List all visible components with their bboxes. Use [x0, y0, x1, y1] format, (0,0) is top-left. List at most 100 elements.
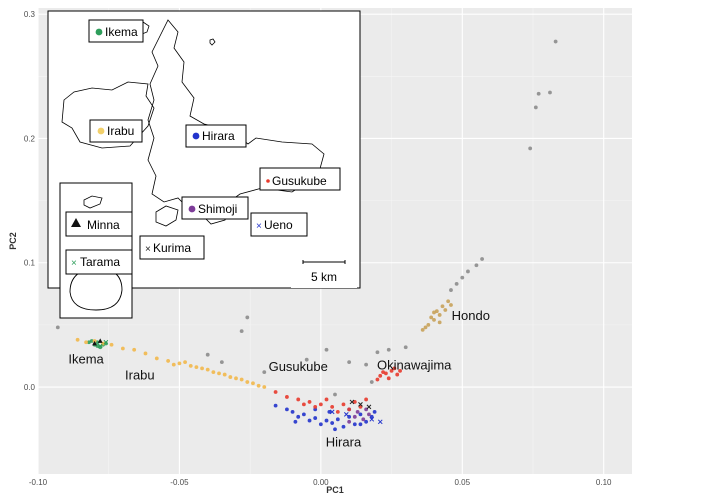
data-points [55, 39, 558, 432]
point-shimoji [352, 414, 357, 419]
point-other [347, 360, 352, 365]
point-kurima [349, 399, 355, 405]
point-hirara [352, 422, 357, 427]
point-gusukube [313, 404, 318, 409]
point-hondo [449, 303, 453, 307]
point-irabu [262, 385, 267, 389]
point-gusukube [330, 404, 335, 409]
point-other [364, 362, 369, 367]
point-gusukube [381, 370, 385, 375]
point-tarama [103, 339, 109, 345]
point-hirara [296, 414, 301, 419]
point-ueno [343, 411, 349, 417]
tick-labels: -0.10 -0.05 0.00 0.05 0.10 0.0 0.1 0.2 0.3 [24, 10, 612, 487]
map-label-ueno: × Ueno [250, 212, 308, 237]
point-other [324, 347, 329, 352]
y-tick-label: 0.2 [24, 134, 36, 143]
point-hirara [330, 421, 335, 425]
point-irabu [183, 360, 187, 365]
y-tick-label: 0.3 [24, 10, 36, 19]
scale-bar: 5 km [291, 258, 357, 288]
point-gusukube [375, 377, 380, 382]
point-hirara [358, 412, 363, 417]
point-irabu [84, 340, 88, 345]
point-hirara [293, 419, 298, 424]
point-shimoji [347, 419, 352, 424]
point-hirara [372, 409, 377, 414]
x-axis-title: PC1 [326, 485, 344, 495]
point-hirara [318, 422, 323, 427]
point-other [262, 370, 267, 375]
point-hirara [341, 424, 346, 429]
point-other [528, 146, 533, 151]
ikema-marker-icon [95, 28, 103, 36]
point-shimoji [361, 417, 366, 422]
point-minna [97, 338, 103, 343]
region-label-gusukube: Gusukube [269, 359, 328, 374]
kurima-marker-icon: × [145, 244, 151, 255]
point-other [369, 380, 374, 384]
point-ikema [95, 340, 100, 345]
point-tarama [97, 343, 103, 349]
svg-text:Ikema: Ikema [105, 25, 138, 39]
point-other [466, 269, 470, 274]
region-label-okinawajima: Okinawajima [377, 358, 452, 373]
irabu-marker-icon [97, 127, 105, 135]
point-gusukube [398, 368, 402, 373]
map-label-gusukube: Gusukube [259, 167, 341, 191]
point-hirara [313, 416, 318, 420]
point-gusukube [352, 400, 357, 404]
point-gusukube [384, 371, 388, 376]
svg-text:Irabu: Irabu [107, 124, 134, 138]
hirara-marker-icon [192, 132, 200, 140]
region-label-ikema: Ikema [68, 351, 104, 366]
shimoji-marker-icon [188, 205, 196, 213]
point-gusukube [386, 376, 391, 381]
point-hirara [301, 412, 306, 417]
point-irabu [109, 342, 114, 347]
point-irabu [171, 362, 176, 367]
x-tick-label: 0.10 [596, 478, 612, 487]
y-tick-label: 0.0 [24, 383, 36, 392]
point-gusukube [395, 372, 400, 377]
x-tick-label: 0.05 [454, 478, 470, 487]
point-gusukube [378, 373, 383, 378]
map-label-kurima: × Kurima [139, 235, 205, 260]
point-minna [92, 340, 97, 346]
point-other [553, 39, 558, 44]
y-tick-label: 0.1 [24, 259, 36, 268]
region-labels: Ikema Irabu Gusukube Okinawajima Hondo Hirara [68, 308, 490, 450]
point-shimoji [355, 409, 360, 414]
minna-island-outline [83, 195, 103, 209]
minna-marker-icon [71, 218, 81, 227]
inset-map: Ikema Irabu Hirara Gusukube Shimoji × Ue… [47, 10, 361, 319]
point-hondo [426, 322, 431, 327]
point-gusukube [341, 402, 346, 407]
point-other [474, 263, 479, 268]
point-gusukube [364, 397, 369, 402]
point-other [548, 90, 552, 95]
point-hirara [364, 419, 369, 424]
point-other [403, 345, 408, 350]
point-irabu [211, 370, 216, 375]
point-other [480, 257, 484, 261]
point-hirara [273, 403, 278, 408]
point-other [205, 352, 210, 357]
point-other [386, 347, 391, 352]
point-hirara [335, 417, 340, 422]
point-ueno [377, 419, 383, 425]
tarama-marker-icon: × [71, 258, 77, 269]
region-label-irabu: Irabu [125, 368, 155, 383]
point-other [245, 315, 250, 320]
region-label-hirara: Hirara [326, 435, 362, 450]
point-irabu [188, 363, 193, 368]
point-other [454, 281, 459, 286]
x-tick-label: 0.00 [313, 478, 329, 487]
point-hondo [429, 315, 434, 320]
point-irabu [234, 376, 238, 381]
point-other [304, 357, 309, 362]
point-ueno [329, 409, 335, 415]
map-label-shimoji: Shimoji [181, 196, 249, 220]
shimoji-island-outline [155, 205, 179, 227]
